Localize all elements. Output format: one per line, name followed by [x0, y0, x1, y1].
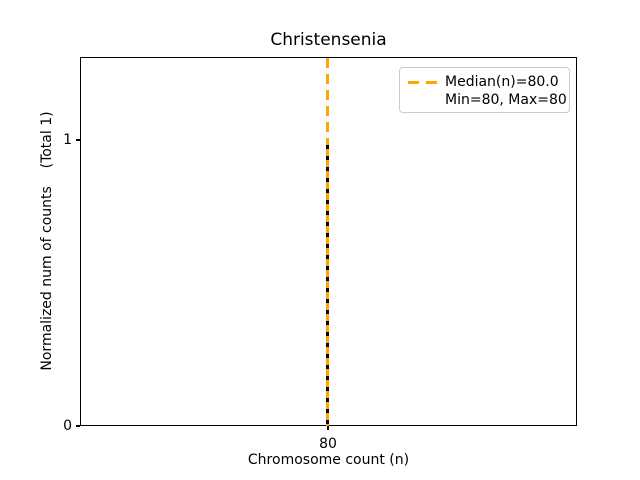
empty-marker [408, 99, 437, 102]
legend-label-median: Median(n)=80.0 [445, 74, 559, 90]
y-tick-mark-1 [76, 139, 80, 141]
data-stem-line [326, 140, 329, 426]
legend-entry-minmax: Min=80, Max=80 [408, 91, 567, 109]
legend-entry-median: Median(n)=80.0 [408, 73, 563, 91]
legend-label-minmax: Min=80, Max=80 [445, 92, 567, 108]
x-tick-label-80: 80 [319, 436, 337, 452]
y-tick-mark-0 [76, 425, 80, 427]
dashed-line-icon [408, 80, 437, 84]
y-tick-label-1: 1 [63, 132, 72, 148]
y-tick-label-0: 0 [63, 418, 72, 434]
x-axis-label: Chromosome count (n) [247, 452, 410, 468]
x-tick-mark-80 [327, 426, 329, 430]
y-axis-label: Normalized num of counts (Total 1) [39, 111, 55, 371]
chart-title: Christensenia [270, 30, 387, 50]
median-line [326, 58, 329, 140]
legend: Median(n)=80.0 Min=80, Max=80 [399, 67, 570, 113]
